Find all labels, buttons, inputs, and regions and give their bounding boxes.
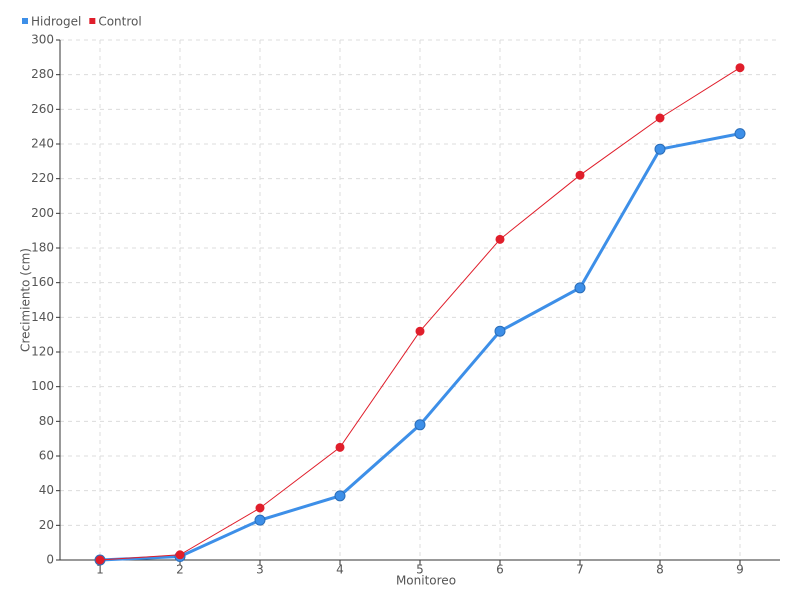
legend-label: Control xyxy=(98,15,141,29)
data-point xyxy=(734,128,746,140)
x-tick-label: 3 xyxy=(256,563,264,577)
y-tick-label: 240 xyxy=(31,137,54,151)
data-point xyxy=(574,282,586,294)
data-point xyxy=(494,325,506,337)
data-point xyxy=(254,514,266,526)
data-point xyxy=(415,326,425,336)
y-tick-label: 80 xyxy=(39,414,54,428)
data-point xyxy=(335,442,345,452)
data-point xyxy=(495,234,505,244)
x-axis-label: Monitoreo xyxy=(396,574,456,588)
data-point xyxy=(654,143,666,155)
x-tick-label: 7 xyxy=(576,563,584,577)
x-tick-label: 6 xyxy=(496,563,504,577)
data-point xyxy=(575,170,585,180)
y-tick-label: 160 xyxy=(31,275,54,289)
y-tick-label: 0 xyxy=(46,553,54,567)
legend-swatch xyxy=(89,18,96,24)
x-tick-label: 4 xyxy=(336,563,344,577)
data-point xyxy=(175,550,185,560)
data-point xyxy=(95,555,105,565)
y-tick-label: 60 xyxy=(39,449,54,463)
legend-label: Hidrogel xyxy=(31,15,81,29)
y-tick-label: 280 xyxy=(31,67,54,81)
x-tick-label: 5 xyxy=(416,563,424,577)
data-point xyxy=(255,503,265,513)
y-tick-label: 100 xyxy=(31,379,54,393)
legend-swatch xyxy=(22,18,28,24)
y-tick-label: 40 xyxy=(39,483,54,497)
x-tick-label: 2 xyxy=(176,563,184,577)
y-tick-label: 300 xyxy=(31,33,54,47)
x-tick-label: 9 xyxy=(736,563,744,577)
y-tick-label: 220 xyxy=(31,171,54,185)
y-tick-label: 140 xyxy=(31,310,54,324)
y-tick-label: 120 xyxy=(31,345,54,359)
data-point xyxy=(414,419,426,431)
x-tick-label: 8 xyxy=(656,563,664,577)
y-tick-label: 20 xyxy=(39,518,54,532)
data-point xyxy=(655,113,665,123)
data-point xyxy=(735,63,745,73)
x-tick-label: 1 xyxy=(96,563,104,577)
y-tick-label: 260 xyxy=(31,102,54,116)
y-tick-label: 200 xyxy=(31,206,54,220)
data-point xyxy=(334,490,346,502)
y-axis-label: Crecimiento (cm) xyxy=(19,248,33,352)
y-tick-label: 180 xyxy=(31,241,54,255)
